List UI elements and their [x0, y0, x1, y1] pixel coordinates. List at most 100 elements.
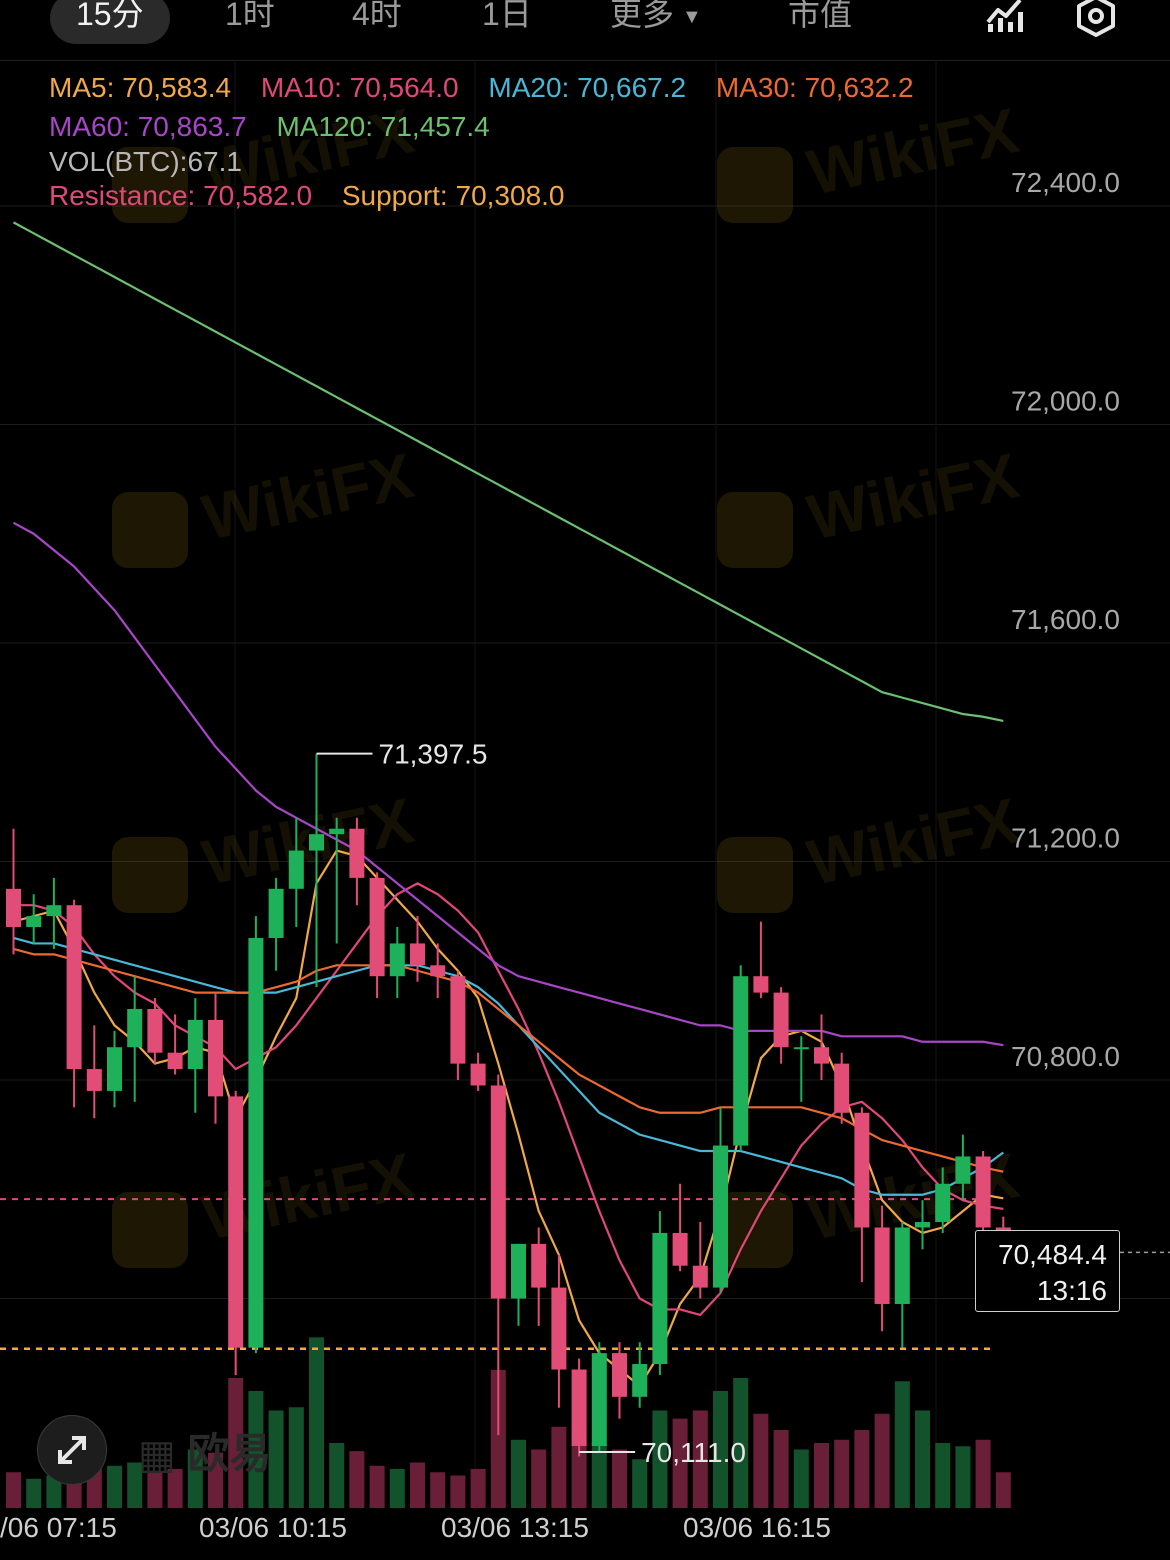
price-axis-label: 70,800.0 — [1011, 1041, 1120, 1072]
fullscreen-button[interactable] — [37, 1415, 107, 1485]
candle-body — [329, 828, 345, 835]
candle-body — [612, 1353, 627, 1397]
legend-row-2: MA60: 70,863.7 MA120: 71,457.4 — [49, 111, 490, 143]
volume-bar — [612, 1449, 627, 1508]
tab-1d[interactable]: 1日 — [482, 0, 532, 32]
candle-body — [127, 1008, 143, 1048]
volume-bar — [288, 1407, 304, 1508]
candle-body — [268, 888, 284, 938]
volume-bar — [511, 1439, 526, 1508]
candle-body — [450, 976, 466, 1064]
volume-bar — [208, 1452, 223, 1508]
tab-4h[interactable]: 4时 — [352, 0, 402, 32]
settings-hexagon-icon[interactable] — [1074, 0, 1118, 38]
wikifx-watermark: WikiFX — [717, 94, 1025, 223]
volume-label: VOL(BTC): — [49, 146, 188, 177]
support-value: 70,308.0 — [455, 180, 565, 211]
support-label: Support: — [341, 180, 456, 211]
volume-bar — [652, 1410, 668, 1508]
candle-body — [733, 976, 749, 1146]
volume-bar — [107, 1465, 122, 1508]
volume-bar — [450, 1475, 466, 1508]
volume-bar — [975, 1439, 991, 1508]
caret-down-icon: ▼ — [682, 5, 702, 28]
price-axis-label: 72,400.0 — [1011, 167, 1120, 198]
volume-bar — [309, 1337, 324, 1508]
candle-body — [288, 850, 304, 889]
candle-body — [410, 943, 425, 966]
tab-more[interactable]: 更多 ▼ — [610, 0, 702, 44]
volume-bar — [430, 1472, 446, 1508]
candle-body — [147, 1008, 163, 1053]
volume-legend: VOL(BTC):67.1 — [49, 146, 242, 178]
candle-body — [490, 1085, 506, 1299]
volume-bar — [127, 1462, 143, 1508]
ma20-legend: MA20: 70,667.2 — [488, 72, 686, 103]
candle-body — [894, 1227, 910, 1304]
candle-body — [652, 1232, 668, 1365]
svg-text:WikiFX: WikiFX — [801, 784, 1024, 899]
volume-value: 67.1 — [187, 146, 242, 177]
volume-bar — [531, 1449, 547, 1508]
ma60-value: 70,863.7 — [137, 111, 247, 142]
volume-bar — [995, 1472, 1011, 1508]
candle-body — [167, 1052, 183, 1070]
exchange-watermark-text: 欧易 — [187, 1430, 272, 1477]
candle-body — [66, 905, 82, 1070]
tab-more-label: 更多 — [610, 0, 675, 32]
wikifx-watermark: WikiFX — [717, 784, 1025, 913]
ma5-label: MA5: — [49, 72, 123, 103]
volume-bar — [733, 1378, 749, 1508]
volume-bar — [854, 1430, 870, 1508]
candle-body — [309, 834, 324, 851]
indicator-chart-icon[interactable] — [984, 0, 1028, 34]
time-label-4: 03/06 16:15 — [683, 1512, 831, 1543]
resistance-value: 70,582.0 — [203, 180, 313, 211]
wikifx-watermark: WikiFX — [717, 439, 1025, 568]
candle-body — [208, 1019, 223, 1097]
volume-bar — [349, 1451, 365, 1508]
candle-body — [571, 1369, 587, 1446]
candle-body — [228, 1096, 244, 1348]
ma60-label: MA60: — [49, 111, 138, 142]
ma30-legend: MA30: 70,632.2 — [716, 72, 914, 103]
volume-bar — [753, 1413, 769, 1508]
candle-body — [511, 1243, 526, 1299]
volume-bar — [571, 1434, 587, 1508]
tab-1h[interactable]: 1时 — [225, 0, 275, 32]
high-marker-label: 71,397.5 — [379, 739, 488, 770]
candle-body — [187, 1019, 203, 1070]
candle-body — [672, 1232, 688, 1266]
tab-15m[interactable]: 15分 — [50, 0, 170, 44]
volume-bar — [874, 1413, 890, 1508]
volume-bar — [410, 1462, 425, 1508]
candle-countdown: 13:16 — [1036, 1275, 1107, 1306]
interval-tab-bar: 15分 1时 4时 1日 更多 ▼ 市值 — [0, 0, 1170, 60]
volume-bar — [591, 1443, 607, 1508]
candle-body — [26, 916, 42, 928]
ma10-value: 70,564.0 — [349, 72, 459, 103]
candle-body — [46, 905, 62, 917]
ma10-legend: MA10: 70,564.0 — [261, 72, 459, 103]
volume-bar — [248, 1391, 264, 1508]
candle-body — [854, 1112, 870, 1228]
ma20-line — [13, 936, 1004, 1196]
volume-bar — [692, 1410, 708, 1508]
wikifx-watermark: WikiFX — [112, 1139, 420, 1268]
volume-bar — [268, 1410, 284, 1508]
ma120-line — [12, 221, 1004, 722]
tab-market-cap[interactable]: 市值 — [788, 0, 853, 32]
volume-bar — [915, 1410, 930, 1508]
volume-bar — [632, 1459, 648, 1508]
candle-body — [692, 1265, 708, 1288]
candle-body — [874, 1227, 890, 1304]
candle-body — [935, 1183, 951, 1223]
low-marker-label: 70,111.0 — [641, 1437, 746, 1468]
ma60-legend: MA60: 70,863.7 — [49, 111, 247, 142]
ma20-value: 70,667.2 — [577, 72, 687, 103]
exchange-watermark: ▦ 欧易 — [138, 1420, 271, 1481]
candle-body — [551, 1287, 567, 1370]
candle-body — [955, 1156, 971, 1184]
candle-body — [915, 1222, 930, 1228]
